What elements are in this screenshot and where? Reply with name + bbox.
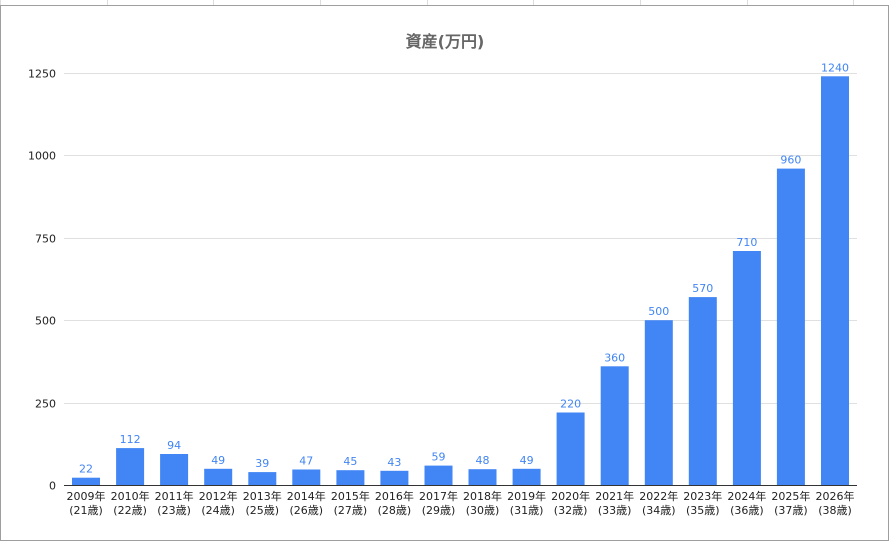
x-tick-sublabel: (36歳) (730, 504, 764, 517)
data-label: 43 (387, 456, 401, 469)
x-tick-label: 2024年 (727, 489, 766, 503)
bar (204, 468, 233, 485)
x-tick-label: 2022年 (639, 489, 678, 503)
x-tick-label: 2010年 (111, 489, 150, 503)
bar (292, 469, 321, 485)
bar (600, 366, 629, 485)
x-tick-label: 2025年 (771, 489, 810, 503)
chart-container[interactable]: 資産(万円) 22 112 94 49 39 47 45 43 59 48 49 220 360 500 5… (0, 5, 889, 541)
x-tick-sublabel: (24歳) (201, 504, 235, 517)
bar (424, 465, 453, 485)
data-label: 94 (167, 439, 181, 452)
x-tick-sublabel: (27歳) (334, 504, 368, 517)
spreadsheet-grid-strip (0, 0, 854, 8)
data-label: 49 (520, 454, 534, 467)
data-label: 45 (343, 455, 357, 468)
data-labels: 22 112 94 49 39 47 45 43 59 48 49 220 360 500 570 710 96… (79, 61, 849, 475)
x-tick-label: 2015年 (331, 489, 370, 503)
bar (380, 470, 409, 485)
bar (821, 76, 849, 486)
x-tick-sublabel: (35歳) (686, 504, 720, 517)
data-label: 570 (692, 282, 713, 295)
x-tick-label: 2018年 (463, 489, 502, 503)
bar (512, 468, 541, 485)
x-tick-sublabel: (32歳) (554, 504, 588, 517)
x-tick-label: 2012年 (199, 489, 238, 503)
y-tick-label: 1000 (28, 150, 56, 163)
bar (732, 251, 761, 485)
bars (72, 76, 849, 486)
y-tick-label: 500 (35, 315, 56, 328)
data-label: 48 (476, 454, 490, 467)
data-label: 500 (648, 305, 669, 318)
y-tick-label: 0 (49, 480, 56, 493)
x-tick-label: 2026年 (816, 489, 855, 503)
x-tick-sublabel: (28歳) (378, 504, 412, 517)
x-tick-label: 2014年 (287, 489, 326, 503)
y-tick-label: 250 (35, 398, 56, 411)
x-tick-label: 2021年 (595, 489, 634, 503)
data-label: 360 (604, 351, 625, 364)
x-tick-sublabel: (37歳) (774, 504, 808, 517)
data-label: 960 (780, 154, 801, 167)
x-tick-label: 2013年 (243, 489, 282, 503)
x-tick-sublabel: (26歳) (290, 504, 324, 517)
bar (336, 470, 365, 485)
x-tick-label: 2009年 (67, 489, 106, 503)
bar (556, 412, 585, 485)
data-label: 220 (560, 398, 581, 411)
x-tick-sublabel: (22歳) (113, 504, 147, 517)
data-label: 59 (432, 451, 446, 464)
x-tick-label: 2019年 (507, 489, 546, 503)
y-tick-label: 750 (35, 233, 56, 246)
x-tick-sublabel: (31歳) (510, 504, 544, 517)
y-tick-label: 1250 (28, 68, 56, 81)
x-axis-ticks: 2009年(21歳) 2010年(22歳) 2011年(23歳) 2012年(24歳)… (67, 489, 855, 517)
bar-chart: 資産(万円) 22 112 94 49 39 47 45 43 59 48 49 220 360 500 5… (28, 32, 857, 517)
x-tick-sublabel: (34歳) (642, 504, 676, 517)
data-label: 47 (299, 455, 313, 468)
y-axis-ticks: 0 250 500 750 1000 1250 (28, 68, 56, 493)
chart-title: 資産(万円) (406, 32, 485, 51)
gridlines (64, 73, 857, 404)
x-tick-sublabel: (33歳) (598, 504, 632, 517)
x-tick-sublabel: (29歳) (422, 504, 456, 517)
bar (160, 454, 189, 485)
data-label: 39 (255, 457, 269, 470)
data-label: 49 (211, 454, 225, 467)
bar (468, 469, 497, 485)
data-label: 710 (736, 236, 757, 249)
x-tick-sublabel: (21歳) (69, 504, 103, 517)
bar (72, 477, 100, 485)
bar (248, 472, 277, 485)
data-label: 22 (79, 463, 93, 476)
bar (776, 168, 805, 485)
data-label: 112 (120, 433, 141, 446)
x-tick-label: 2011年 (155, 489, 194, 503)
x-tick-sublabel: (25歳) (246, 504, 280, 517)
x-tick-label: 2017年 (419, 489, 458, 503)
x-tick-label: 2020年 (551, 489, 590, 503)
x-tick-sublabel: (30歳) (466, 504, 500, 517)
x-tick-sublabel: (23歳) (157, 504, 191, 517)
x-tick-label: 2023年 (683, 489, 722, 503)
x-tick-label: 2016年 (375, 489, 414, 503)
data-label: 1240 (821, 61, 849, 74)
bar (116, 448, 145, 485)
bar (688, 297, 717, 485)
bar (644, 320, 673, 485)
x-tick-sublabel: (38歳) (818, 504, 852, 517)
